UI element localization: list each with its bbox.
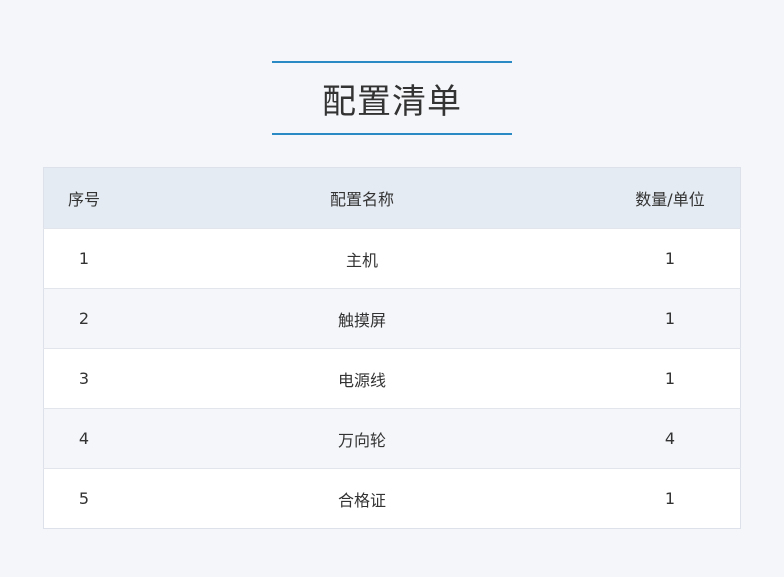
table-header-row: 序号 配置名称 数量/单位 <box>43 167 741 229</box>
table-row: 5 合格证 1 <box>43 468 741 529</box>
header-name: 配置名称 <box>124 167 600 229</box>
cell-name: 触摸屏 <box>124 288 600 349</box>
cell-name: 合格证 <box>124 468 600 529</box>
cell-index: 3 <box>43 348 124 409</box>
table-row: 2 触摸屏 1 <box>43 288 741 349</box>
cell-index: 1 <box>43 228 124 289</box>
page-title: 配置清单 <box>322 81 462 122</box>
config-table: 序号 配置名称 数量/单位 1 主机 1 2 触摸屏 1 3 电源线 1 4 万… <box>43 167 741 529</box>
header-quantity: 数量/单位 <box>600 167 741 229</box>
table-row: 3 电源线 1 <box>43 348 741 409</box>
title-block: 配置清单 <box>272 61 512 135</box>
cell-quantity: 1 <box>600 468 741 529</box>
cell-index: 4 <box>43 408 124 469</box>
cell-quantity: 1 <box>600 288 741 349</box>
table-row: 4 万向轮 4 <box>43 408 741 469</box>
cell-index: 5 <box>43 468 124 529</box>
cell-name: 主机 <box>124 228 600 289</box>
table-row: 1 主机 1 <box>43 228 741 289</box>
cell-name: 电源线 <box>124 348 600 409</box>
header-index: 序号 <box>43 167 124 229</box>
cell-index: 2 <box>43 288 124 349</box>
cell-name: 万向轮 <box>124 408 600 469</box>
cell-quantity: 1 <box>600 228 741 289</box>
cell-quantity: 4 <box>600 408 741 469</box>
cell-quantity: 1 <box>600 348 741 409</box>
